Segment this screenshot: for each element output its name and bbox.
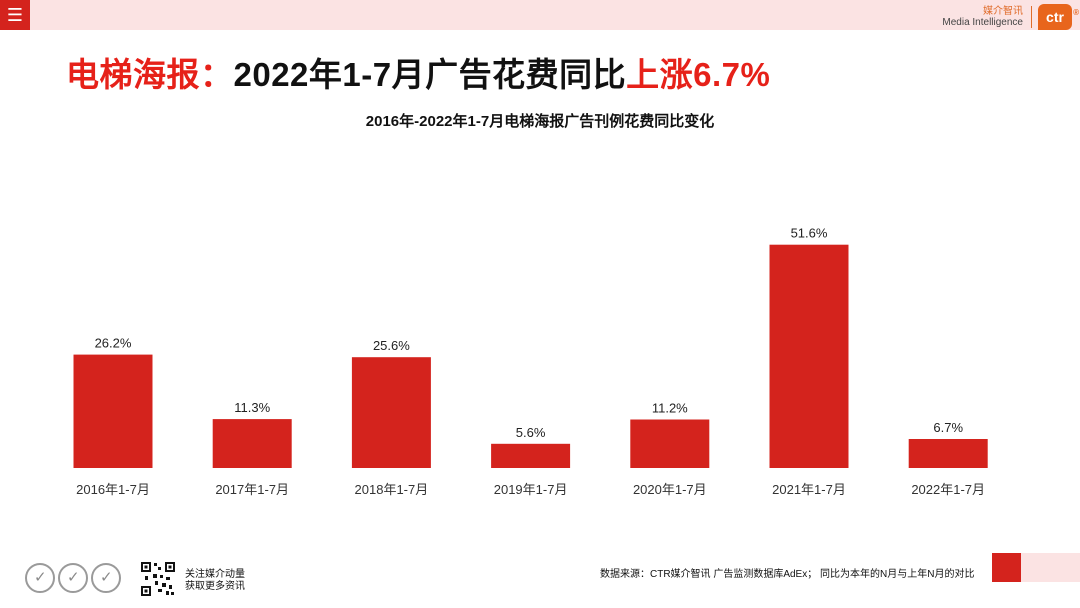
x-tick-label: 2021年1-7月 <box>772 482 846 497</box>
qr-code-icon[interactable] <box>140 561 176 597</box>
sgs-certifications <box>25 563 124 593</box>
brand-en-text: Media Intelligence <box>942 17 1023 28</box>
data-source-note: 数据来源：CTR媒介智讯 广告监测数据库AdEx； 同比为本年的N月与上年N月的… <box>600 569 975 580</box>
follow-text: 关注媒介动量 获取更多资讯 <box>185 569 245 593</box>
chart-title: 2016年-2022年1-7月电梯海报广告刊例花费同比变化 <box>365 113 715 130</box>
bar-2016年1-7月 <box>73 354 153 468</box>
x-tick-label: 2019年1-7月 <box>494 482 568 497</box>
bar-2022年1-7月 <box>908 439 988 468</box>
data-label: 5.6% <box>516 425 546 440</box>
top-band <box>0 0 1080 30</box>
data-label: 6.7% <box>933 420 963 435</box>
x-tick-label: 2016年1-7月 <box>76 482 150 497</box>
data-label: 11.3% <box>234 400 270 415</box>
data-label: 11.2% <box>652 401 688 416</box>
ctr-logo: ctr ® <box>1038 4 1079 30</box>
bar-2020年1-7月 <box>630 419 710 468</box>
ctr-logo-text: ctr <box>1046 9 1064 25</box>
follow-line-1: 关注媒介动量 <box>185 569 245 580</box>
sgs-badge-icon <box>91 563 121 593</box>
bar-2021年1-7月 <box>769 244 849 468</box>
brand-divider <box>1031 6 1032 28</box>
title-part-3: 上涨6.7% <box>626 56 771 93</box>
data-label: 25.6% <box>373 338 410 353</box>
menu-button[interactable]: ☰ <box>0 0 30 30</box>
bar-2017年1-7月 <box>212 419 292 468</box>
bar-2018年1-7月 <box>351 357 431 468</box>
x-tick-label: 2020年1-7月 <box>633 482 707 497</box>
title-part-2: 2022年1-7月广告花费同比 <box>233 56 627 93</box>
data-label: 26.2% <box>95 336 132 351</box>
title-part-1: 电梯海报： <box>66 56 234 93</box>
menu-icon: ☰ <box>6 5 24 25</box>
brand-cn-text: 媒介智讯 <box>983 6 1023 17</box>
sgs-badge-icon <box>25 563 55 593</box>
x-tick-label: 2018年1-7月 <box>355 482 429 497</box>
brand-logo: 媒介智讯 Media Intelligence ctr ® <box>942 4 1079 30</box>
footer-accent-block <box>992 553 1021 582</box>
sgs-badge-icon <box>58 563 88 593</box>
data-label: 51.6% <box>791 226 828 241</box>
bar-2019年1-7月 <box>491 443 571 468</box>
registered-mark: ® <box>1073 8 1079 17</box>
follow-line-2: 获取更多资讯 <box>185 581 245 592</box>
footer-band <box>1021 553 1080 582</box>
x-tick-label: 2022年1-7月 <box>911 482 985 497</box>
page-title: 电梯海报：2022年1-7月广告花费同比上涨6.7% <box>66 48 770 96</box>
x-tick-label: 2017年1-7月 <box>215 482 289 497</box>
